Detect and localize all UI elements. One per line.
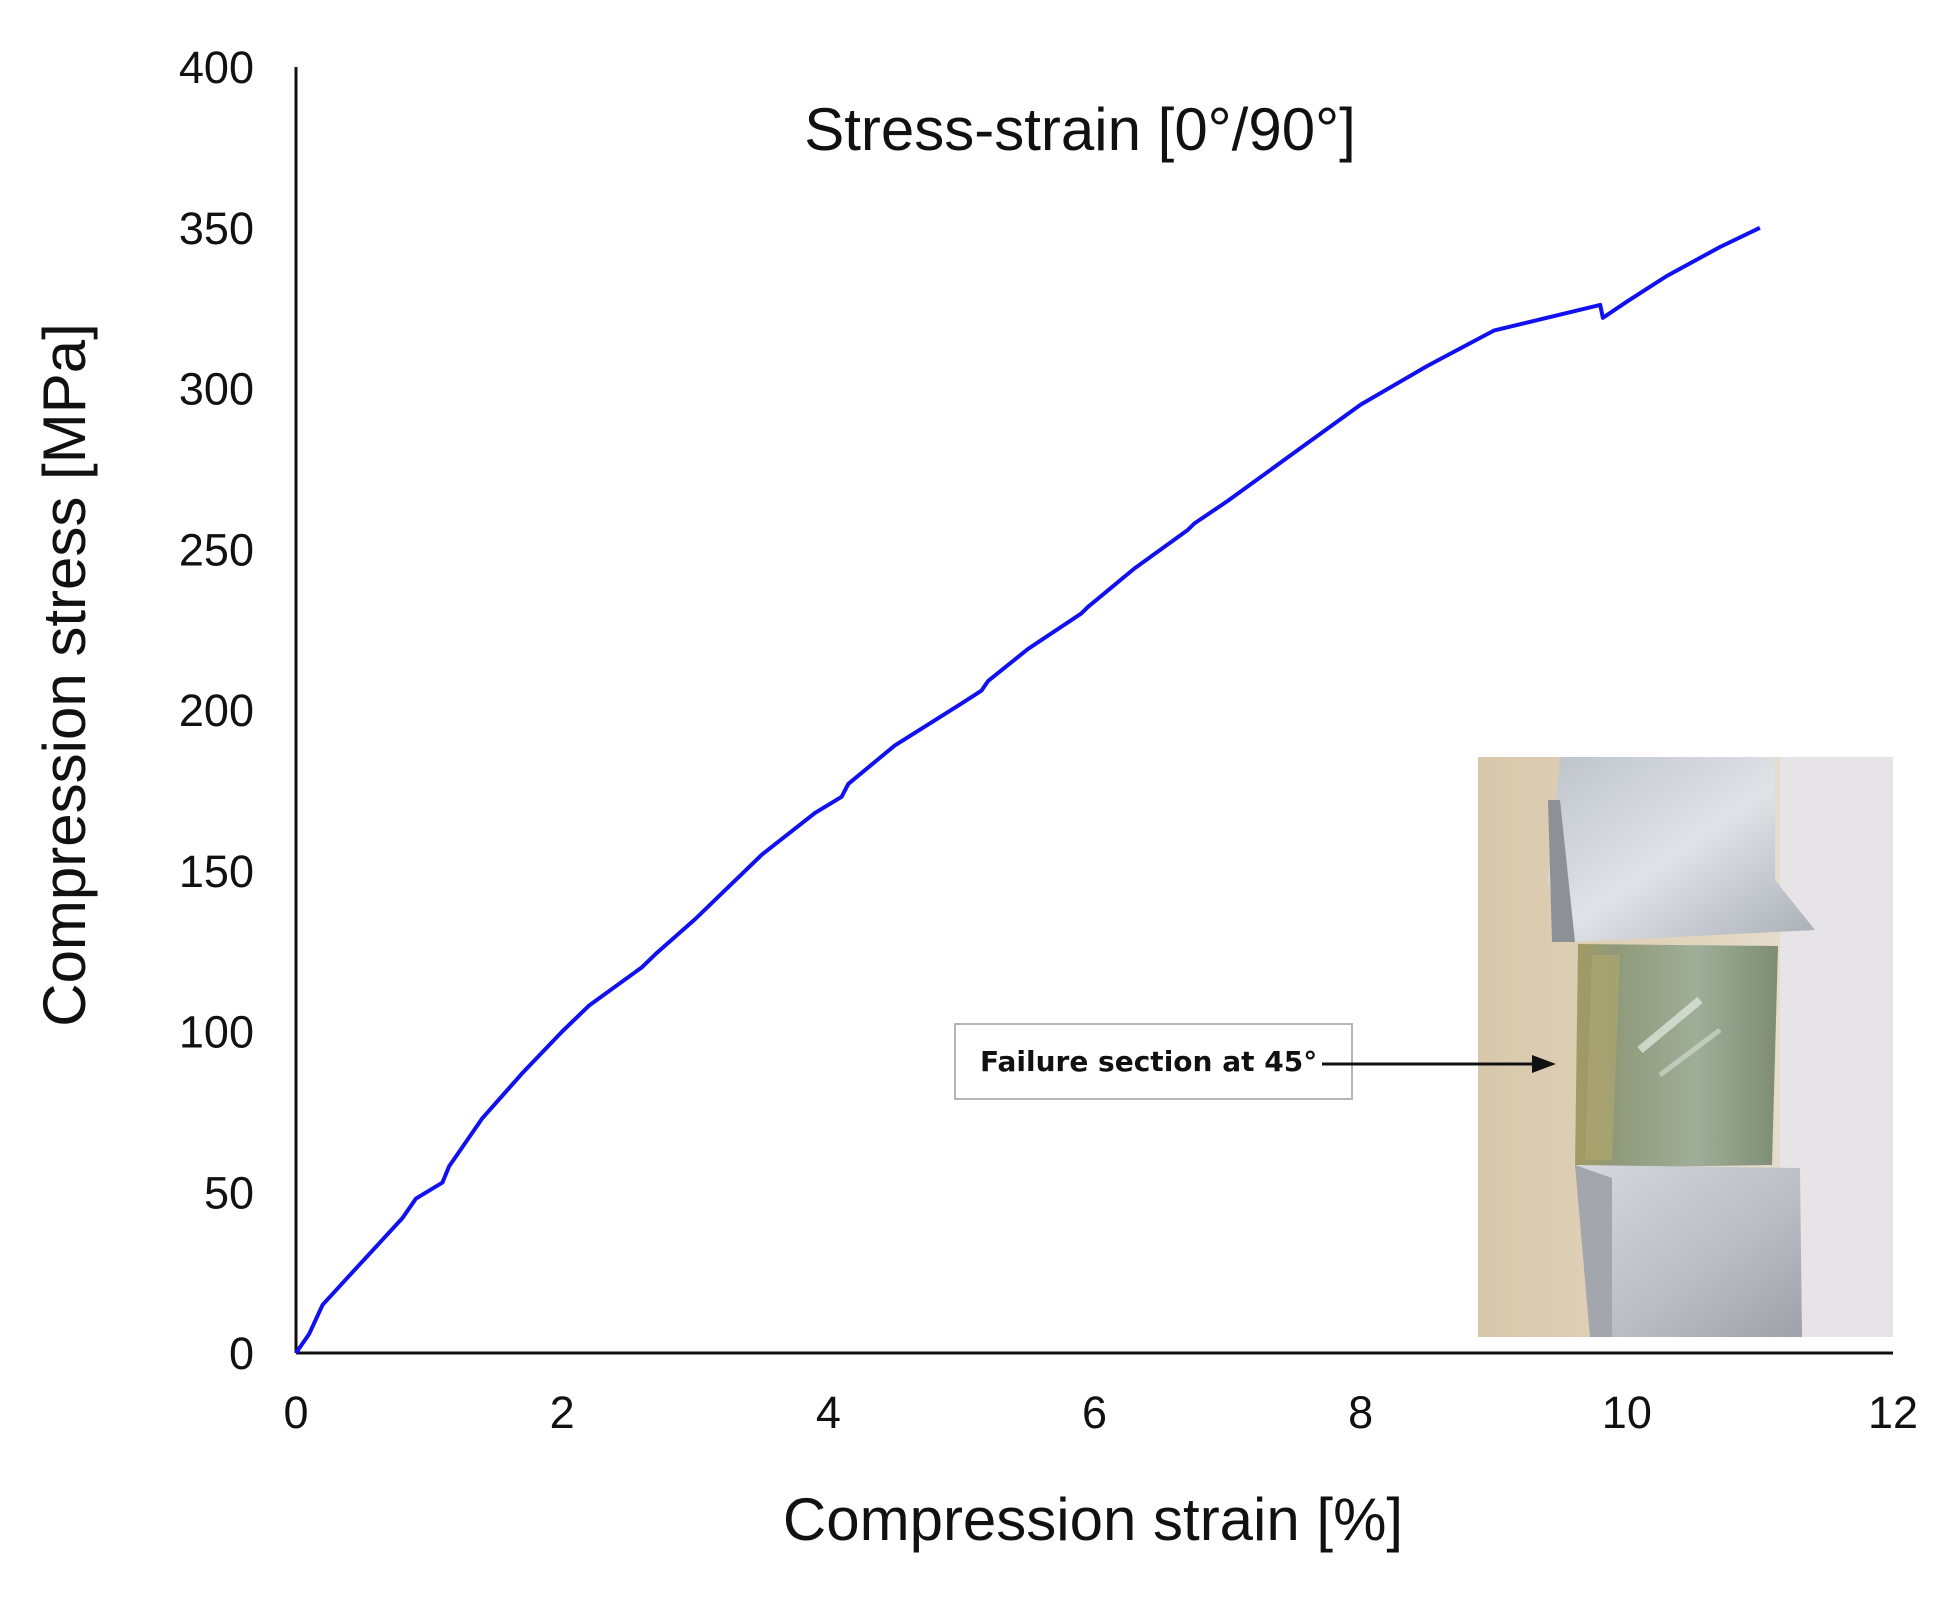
series-line-0 bbox=[294, 225, 1761, 1355]
callout-arrowhead bbox=[1532, 1055, 1556, 1073]
y-tick-label: 250 bbox=[179, 524, 254, 575]
y-tick-label: 200 bbox=[179, 685, 254, 736]
x-tick-label: 6 bbox=[1082, 1387, 1107, 1438]
chart-title: Stress-strain [0°/90°] bbox=[804, 96, 1356, 163]
y-tick-label: 400 bbox=[179, 42, 254, 93]
callout-label: Failure section at 45° bbox=[980, 1045, 1317, 1078]
x-tick-label: 10 bbox=[1602, 1387, 1652, 1438]
y-tick-label: 350 bbox=[179, 203, 254, 254]
y-tick-label: 0 bbox=[229, 1328, 254, 1379]
callout-box bbox=[954, 1023, 1353, 1100]
y-tick-label: 150 bbox=[179, 846, 254, 897]
y-tick-label: 100 bbox=[179, 1007, 254, 1058]
y-tick-label: 50 bbox=[204, 1167, 254, 1218]
x-tick-label: 2 bbox=[550, 1387, 575, 1438]
x-tick-label: 0 bbox=[283, 1387, 308, 1438]
plot-area: 0 50 100 150 200 250 300 350 400 0 2 4 6 8 10 12 bbox=[179, 42, 1918, 1438]
y-tick-labels: 0 50 100 150 200 250 300 350 400 bbox=[179, 42, 254, 1379]
x-tick-label: 4 bbox=[816, 1387, 841, 1438]
x-tick-labels: 0 2 4 6 8 10 12 bbox=[283, 1387, 1918, 1438]
x-tick-label: 8 bbox=[1348, 1387, 1373, 1438]
failure-callout: Failure section at 45° bbox=[954, 1023, 1556, 1100]
x-axis-title: Compression strain [%] bbox=[783, 1486, 1403, 1553]
series-layer bbox=[294, 225, 1761, 1355]
x-tick-label: 12 bbox=[1868, 1387, 1918, 1438]
specimen-photo bbox=[1478, 757, 1893, 1337]
y-axis-title: Compression stress [MPa] bbox=[31, 323, 98, 1027]
y-tick-label: 300 bbox=[179, 364, 254, 415]
